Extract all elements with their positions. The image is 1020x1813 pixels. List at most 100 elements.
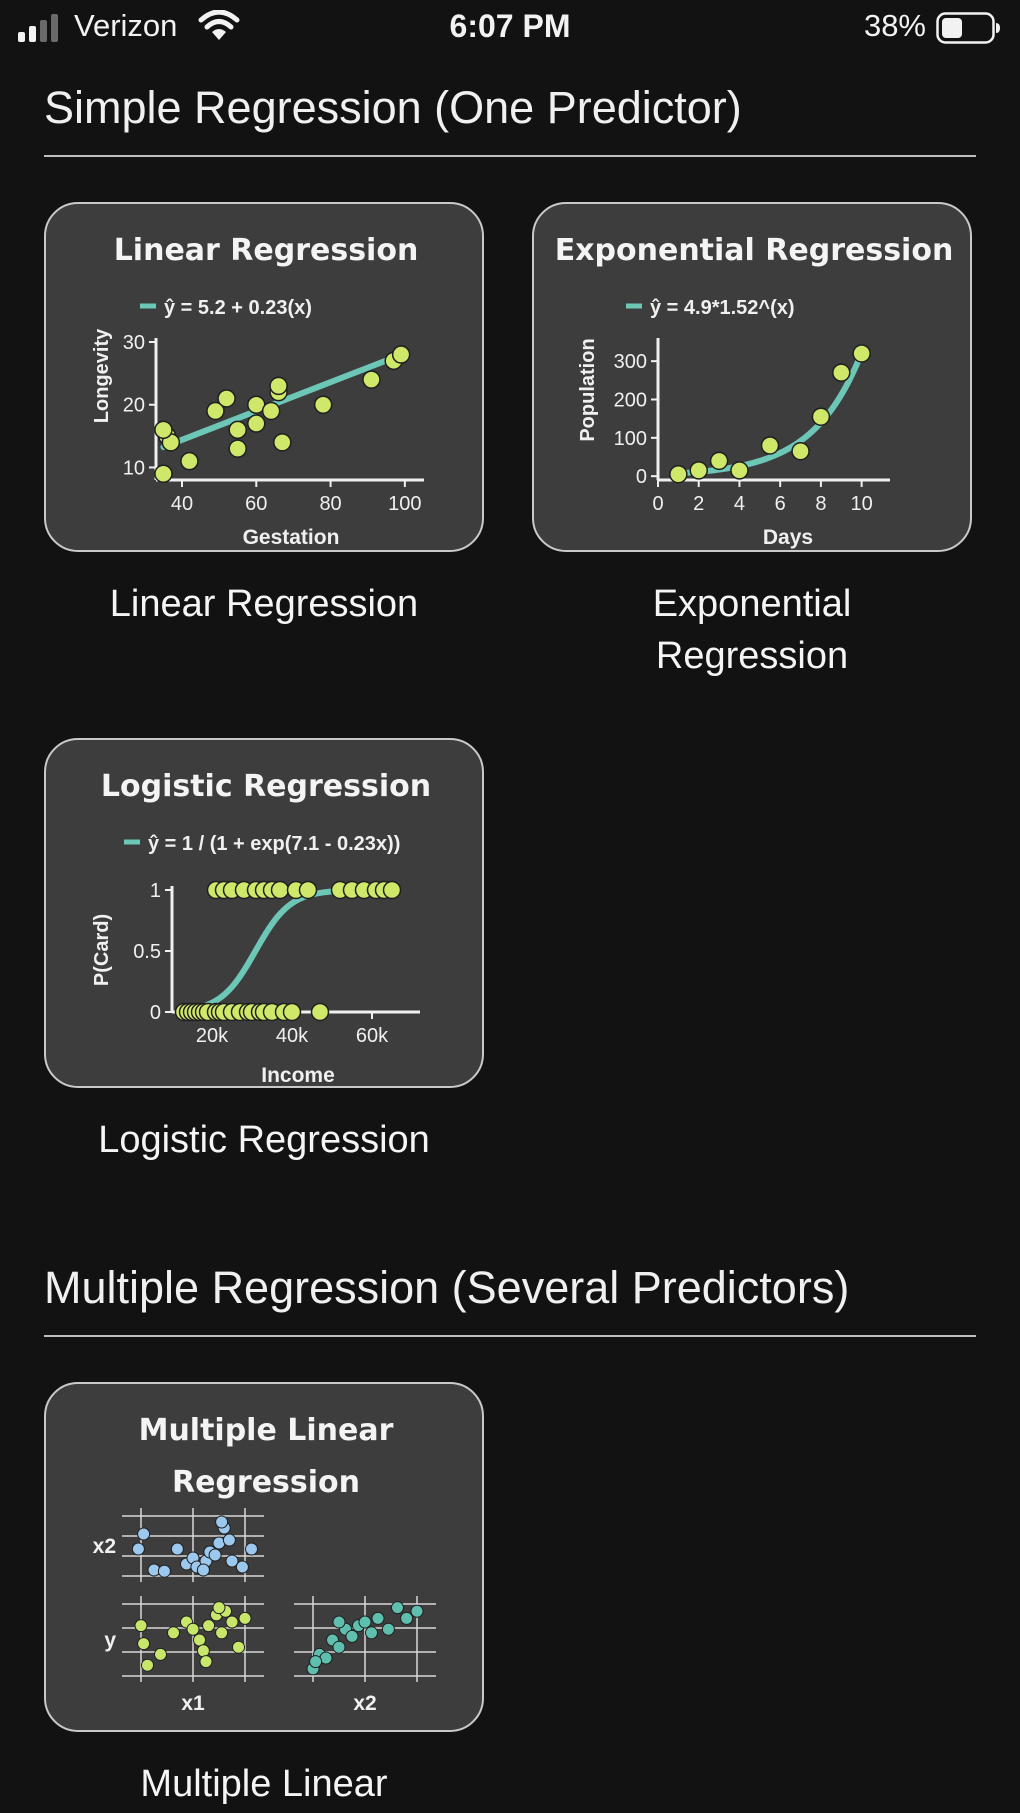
- data-point: [391, 1601, 404, 1615]
- y-axis-label: Population: [577, 338, 599, 441]
- thumbnail-title-line-2: Regression: [172, 1465, 360, 1500]
- data-point: [154, 420, 173, 440]
- data-point: [137, 1637, 151, 1651]
- x-axis-label: Days: [763, 526, 813, 549]
- scatter-panel: x2: [294, 1596, 436, 1715]
- panel-x-label: x1: [181, 1692, 205, 1715]
- multiple-linear-regression-tile[interactable]: Multiple Linear Regression x2 y x1 x2: [44, 1382, 484, 1732]
- data-point: [310, 1002, 330, 1022]
- data-point: [212, 1601, 226, 1615]
- section-title-multiple: Multiple Regression (Several Predictors): [44, 1262, 850, 1313]
- data-point: [309, 1655, 323, 1669]
- data-point: [852, 344, 871, 363]
- x-tick-label: 80: [319, 493, 341, 515]
- equation-label: ŷ = 5.2 + 0.23(x): [164, 297, 312, 319]
- x-tick-label: 100: [388, 493, 421, 515]
- panel-y-label: x2: [93, 1535, 116, 1558]
- y-tick-label: 30: [123, 332, 145, 354]
- data-point: [709, 451, 729, 471]
- fit-line: [160, 351, 405, 451]
- data-point: [202, 1619, 216, 1633]
- data-point: [206, 401, 225, 421]
- data-point: [225, 1554, 239, 1568]
- logistic-regression-caption[interactable]: Logistic Regression: [98, 1119, 430, 1161]
- data-point: [381, 1622, 395, 1636]
- logistic-regression-tile[interactable]: Logistic Regression ŷ = 1 / (1 + exp(7.1…: [44, 738, 484, 1088]
- thumbnail-title-line-1: Multiple Linear: [139, 1413, 394, 1448]
- clock-time: 6:07 PM: [449, 8, 571, 44]
- data-point: [154, 464, 173, 483]
- data-point: [141, 1658, 154, 1672]
- linear-regression-thumbnail: Linear Regression ŷ = 5.2 + 0.23(x) Long…: [91, 233, 424, 549]
- y-tick-label: 0.5: [133, 941, 161, 963]
- scatter-matrix-plot: x2 y x1 x2: [93, 1508, 436, 1715]
- section-title-simple: Simple Regression (One Predictor): [44, 82, 742, 133]
- data-point: [313, 395, 333, 414]
- data-point: [134, 1619, 148, 1633]
- data-point: [362, 370, 381, 389]
- data-point: [332, 1640, 346, 1654]
- data-point: [689, 461, 708, 480]
- data-point: [199, 1655, 213, 1669]
- x-tick-label: 20k: [196, 1025, 229, 1047]
- data-point: [270, 880, 290, 900]
- signal-icon: [18, 14, 58, 42]
- data-point: [832, 363, 851, 382]
- data-point: [371, 1611, 385, 1625]
- wifi-icon: [198, 10, 240, 40]
- x-tick-label: 40k: [276, 1025, 309, 1047]
- x-tick-label: 0: [652, 493, 663, 515]
- data-point: [235, 1560, 249, 1574]
- data-point: [791, 442, 810, 461]
- data-point: [208, 1548, 222, 1562]
- exponential-regression-caption[interactable]: Exponential Regression: [532, 578, 972, 682]
- x-axis-label: Income: [261, 1064, 335, 1087]
- exponential-regression-tile[interactable]: Exponential Regression ŷ = 4.9*1.52^(x) …: [532, 202, 972, 552]
- data-point: [247, 414, 266, 433]
- scatter-panel: x2: [93, 1508, 264, 1582]
- linear-regression-tile[interactable]: Linear Regression ŷ = 5.2 + 0.23(x) Long…: [44, 202, 484, 552]
- battery-percent: 38%: [863, 8, 926, 43]
- data-point: [193, 1633, 206, 1647]
- carrier-name: Verizon: [74, 8, 178, 43]
- x-axis-label: Gestation: [243, 526, 340, 549]
- data-point: [232, 1640, 245, 1654]
- exponential-regression-thumbnail: Exponential Regression ŷ = 4.9*1.52^(x) …: [555, 233, 954, 549]
- panel-y-label: y: [104, 1629, 116, 1652]
- data-point: [365, 1626, 378, 1640]
- data-point: [345, 1629, 359, 1643]
- multiple-linear-regression-caption[interactable]: Multiple Linear: [140, 1763, 388, 1805]
- data-point: [167, 1626, 180, 1640]
- y-axis-label: Longevity: [91, 328, 113, 423]
- fit-line: [177, 887, 399, 1014]
- data-point: [269, 376, 288, 396]
- data-point: [170, 1542, 184, 1556]
- x-tick-label: 60k: [356, 1025, 389, 1047]
- x-tick-label: 8: [815, 493, 826, 515]
- x-tick-label: 10: [851, 493, 873, 515]
- y-tick-label: 1: [150, 880, 161, 902]
- y-tick-label: 200: [614, 390, 647, 412]
- data-point: [273, 433, 292, 452]
- equation-label: ŷ = 4.9*1.52^(x): [650, 297, 795, 319]
- linear-chart-plot: 40 60 80 100 10 20 30: [123, 332, 424, 515]
- data-point: [358, 1615, 372, 1629]
- data-point: [400, 1611, 414, 1625]
- linear-regression-caption[interactable]: Linear Regression: [109, 583, 419, 625]
- data-point: [811, 407, 831, 426]
- data-point: [154, 1647, 167, 1661]
- data-point: [131, 1542, 145, 1556]
- data-point: [245, 1542, 258, 1556]
- y-tick-label: 100: [614, 428, 647, 450]
- x-tick-label: 40: [171, 493, 193, 515]
- data-point: [760, 436, 780, 455]
- y-tick-label: 300: [614, 351, 647, 373]
- fit-line: [675, 349, 865, 477]
- data-point: [222, 1533, 236, 1547]
- data-point: [228, 439, 247, 458]
- multiple-linear-regression-thumbnail: Multiple Linear Regression x2 y x1 x2: [93, 1413, 436, 1715]
- logistic-chart-plot: 20k 40k 60k 0 0.5 1: [133, 880, 420, 1047]
- data-point: [332, 1615, 346, 1629]
- section-divider: [44, 155, 976, 157]
